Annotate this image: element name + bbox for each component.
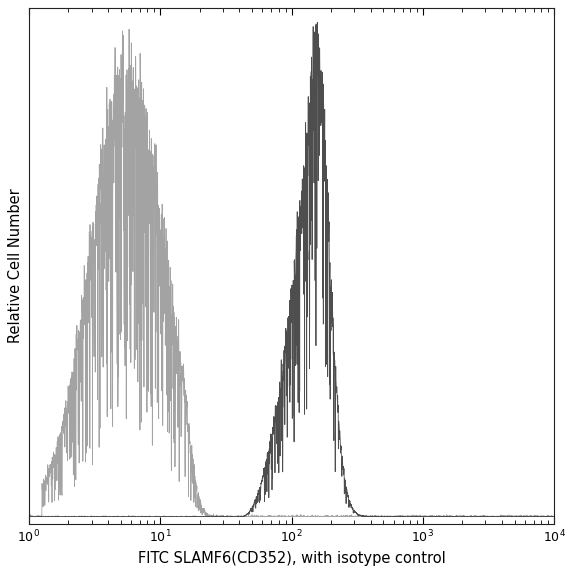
Y-axis label: Relative Cell Number: Relative Cell Number <box>9 189 24 343</box>
X-axis label: FITC SLAMF6(CD352), with isotype control: FITC SLAMF6(CD352), with isotype control <box>138 550 445 565</box>
